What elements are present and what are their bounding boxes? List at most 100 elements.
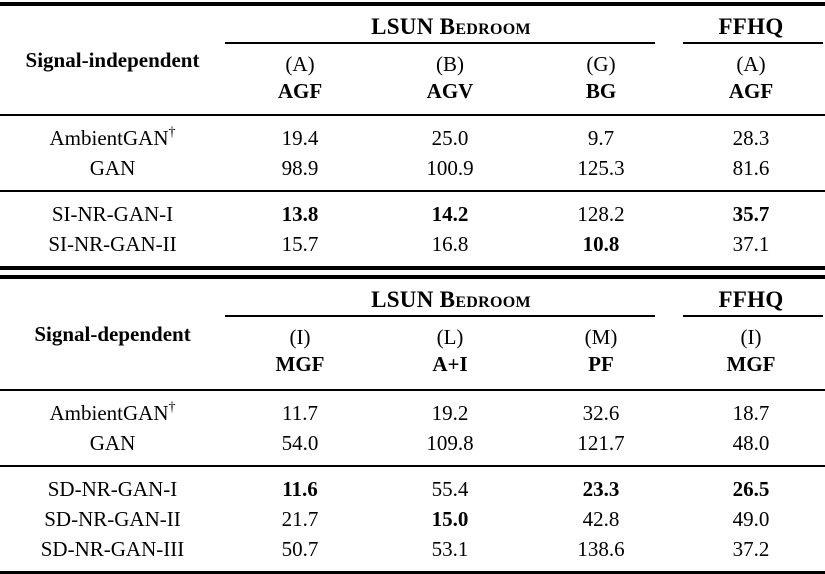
sub-header-row: (A) AGF [677,44,825,105]
table-row: SI-NR-GAN-II 15.7 16.8 10.8 37.1 [0,229,825,259]
column-tag: (L) [436,325,464,349]
row-label: GAN [89,156,136,180]
column-groups: LSUN Bedroom (I) MGF (L) A+I (M) [225,279,825,389]
table-separator-double-rule [0,266,825,279]
metric-value: 42.8 [582,507,620,531]
column-group-ffhq: FFHQ (I) MGF [677,279,825,389]
table-signal-dependent: Signal-dependent LSUN Bedroom (I) MGF (L… [0,279,825,571]
metric-value: 109.8 [426,431,474,455]
row-label: SI-NR-GAN-I [51,202,174,226]
group-title-ffhq: FFHQ [718,287,784,312]
baseline-rows: AmbientGAN† 11.7 19.2 32.6 18.7 GAN 54.0… [0,391,825,465]
bottom-rule [0,571,825,574]
column-header-agv: (B) AGV [375,51,525,105]
column-header-bg: (G) BG [525,51,677,105]
metric-value: 18.7 [732,401,770,425]
metric-value: 50.7 [281,537,319,561]
metric-value: 14.2 [431,202,469,226]
metric-value: 15.7 [281,232,319,256]
dagger-superscript: † [168,400,176,415]
table-row: SD-NR-GAN-I 11.6 55.4 23.3 26.5 [0,474,825,504]
row-label: GAN [89,431,136,455]
column-group-lsun-bedroom: LSUN Bedroom (A) AGF (B) AGV (G) [225,6,677,114]
table-header: Signal-independent LSUN Bedroom (A) AGF … [0,6,825,114]
column-name: BG [585,79,617,103]
metric-value: 32.6 [582,401,620,425]
metric-value: 21.7 [281,507,319,531]
metric-value: 15.0 [431,507,469,531]
metric-value: 37.2 [732,537,770,561]
metric-value: 100.9 [426,156,474,180]
metric-value: 26.5 [732,477,770,501]
metric-value: 53.1 [431,537,469,561]
metric-value: 49.0 [732,507,770,531]
column-name: AGV [426,79,474,103]
group-separator-rule [0,190,825,192]
metric-value: 81.6 [732,156,770,180]
column-name: PF [588,352,614,376]
table-row: GAN 54.0 109.8 121.7 48.0 [0,428,825,458]
row-label: SD-NR-GAN-II [44,507,181,531]
column-name: A+I [432,352,468,376]
metric-value: 9.7 [587,126,615,150]
column-tag: (B) [436,52,464,76]
metric-value: 16.8 [431,232,469,256]
proposed-rows: SI-NR-GAN-I 13.8 14.2 128.2 35.7 SI-NR-G… [0,192,825,266]
metric-value: 28.3 [732,126,770,150]
group-separator-rule [0,465,825,467]
group-underline [225,42,655,44]
column-tag: (G) [586,52,616,76]
column-header-ffhq-agf: (A) AGF [677,51,825,105]
header-rule [0,114,825,116]
metric-value: 37.1 [732,232,770,256]
table-signal-independent: Signal-independent LSUN Bedroom (A) AGF … [0,6,825,266]
table-row: SI-NR-GAN-I 13.8 14.2 128.2 35.7 [0,199,825,229]
column-name: AGF [728,79,774,103]
group-title-ffhq: FFHQ [718,14,784,39]
metric-value: 98.9 [281,156,319,180]
metric-value: 35.7 [732,202,770,226]
row-label: SD-NR-GAN-III [40,537,185,561]
metric-value: 19.2 [431,401,469,425]
table-row: SD-NR-GAN-III 50.7 53.1 138.6 37.2 [0,534,825,564]
column-group-lsun-bedroom: LSUN Bedroom (I) MGF (L) A+I (M) [225,279,677,389]
table-header: Signal-dependent LSUN Bedroom (I) MGF (L… [0,279,825,389]
column-tag: (I) [740,325,762,349]
column-header-pf: (M) PF [525,324,677,378]
group-title-lsun-bedroom: LSUN Bedroom [371,14,531,39]
metric-value: 128.2 [577,202,625,226]
sub-header-row: (I) MGF [677,317,825,378]
group-underline [683,315,823,317]
proposed-rows: SD-NR-GAN-I 11.6 55.4 23.3 26.5 SD-NR-GA… [0,467,825,571]
stub-label: Signal-dependent [34,321,191,346]
table-row: GAN 98.9 100.9 125.3 81.6 [0,153,825,183]
metric-value: 10.8 [582,232,620,256]
group-underline [225,315,655,317]
sub-header-row: (A) AGF (B) AGV (G) BG [225,44,677,105]
table-row: AmbientGAN† 19.4 25.0 9.7 28.3 [0,123,825,153]
column-tag: (A) [736,52,766,76]
metric-value: 13.8 [281,202,319,226]
metric-value: 11.7 [282,401,318,425]
row-label: SD-NR-GAN-I [47,477,178,501]
metric-value: 138.6 [577,537,625,561]
row-label: AmbientGAN† [49,125,176,151]
column-header-ffhq-mgf: (I) MGF [677,324,825,378]
column-group-ffhq: FFHQ (A) AGF [677,6,825,114]
metric-value: 19.4 [281,126,319,150]
column-tag: (A) [285,52,315,76]
row-label: SI-NR-GAN-II [48,232,177,256]
column-name: MGF [726,352,776,376]
metric-value: 25.0 [431,126,469,150]
group-title-lsun-bedroom: LSUN Bedroom [371,287,531,312]
header-rule [0,389,825,391]
metric-value: 121.7 [577,431,625,455]
metric-value: 11.6 [282,477,318,501]
baseline-rows: AmbientGAN† 19.4 25.0 9.7 28.3 GAN 98.9 … [0,116,825,190]
metric-value: 125.3 [577,156,625,180]
row-label: AmbientGAN† [49,400,176,426]
column-name: MGF [275,352,325,376]
column-name: AGF [277,79,323,103]
top-rule [0,2,825,6]
